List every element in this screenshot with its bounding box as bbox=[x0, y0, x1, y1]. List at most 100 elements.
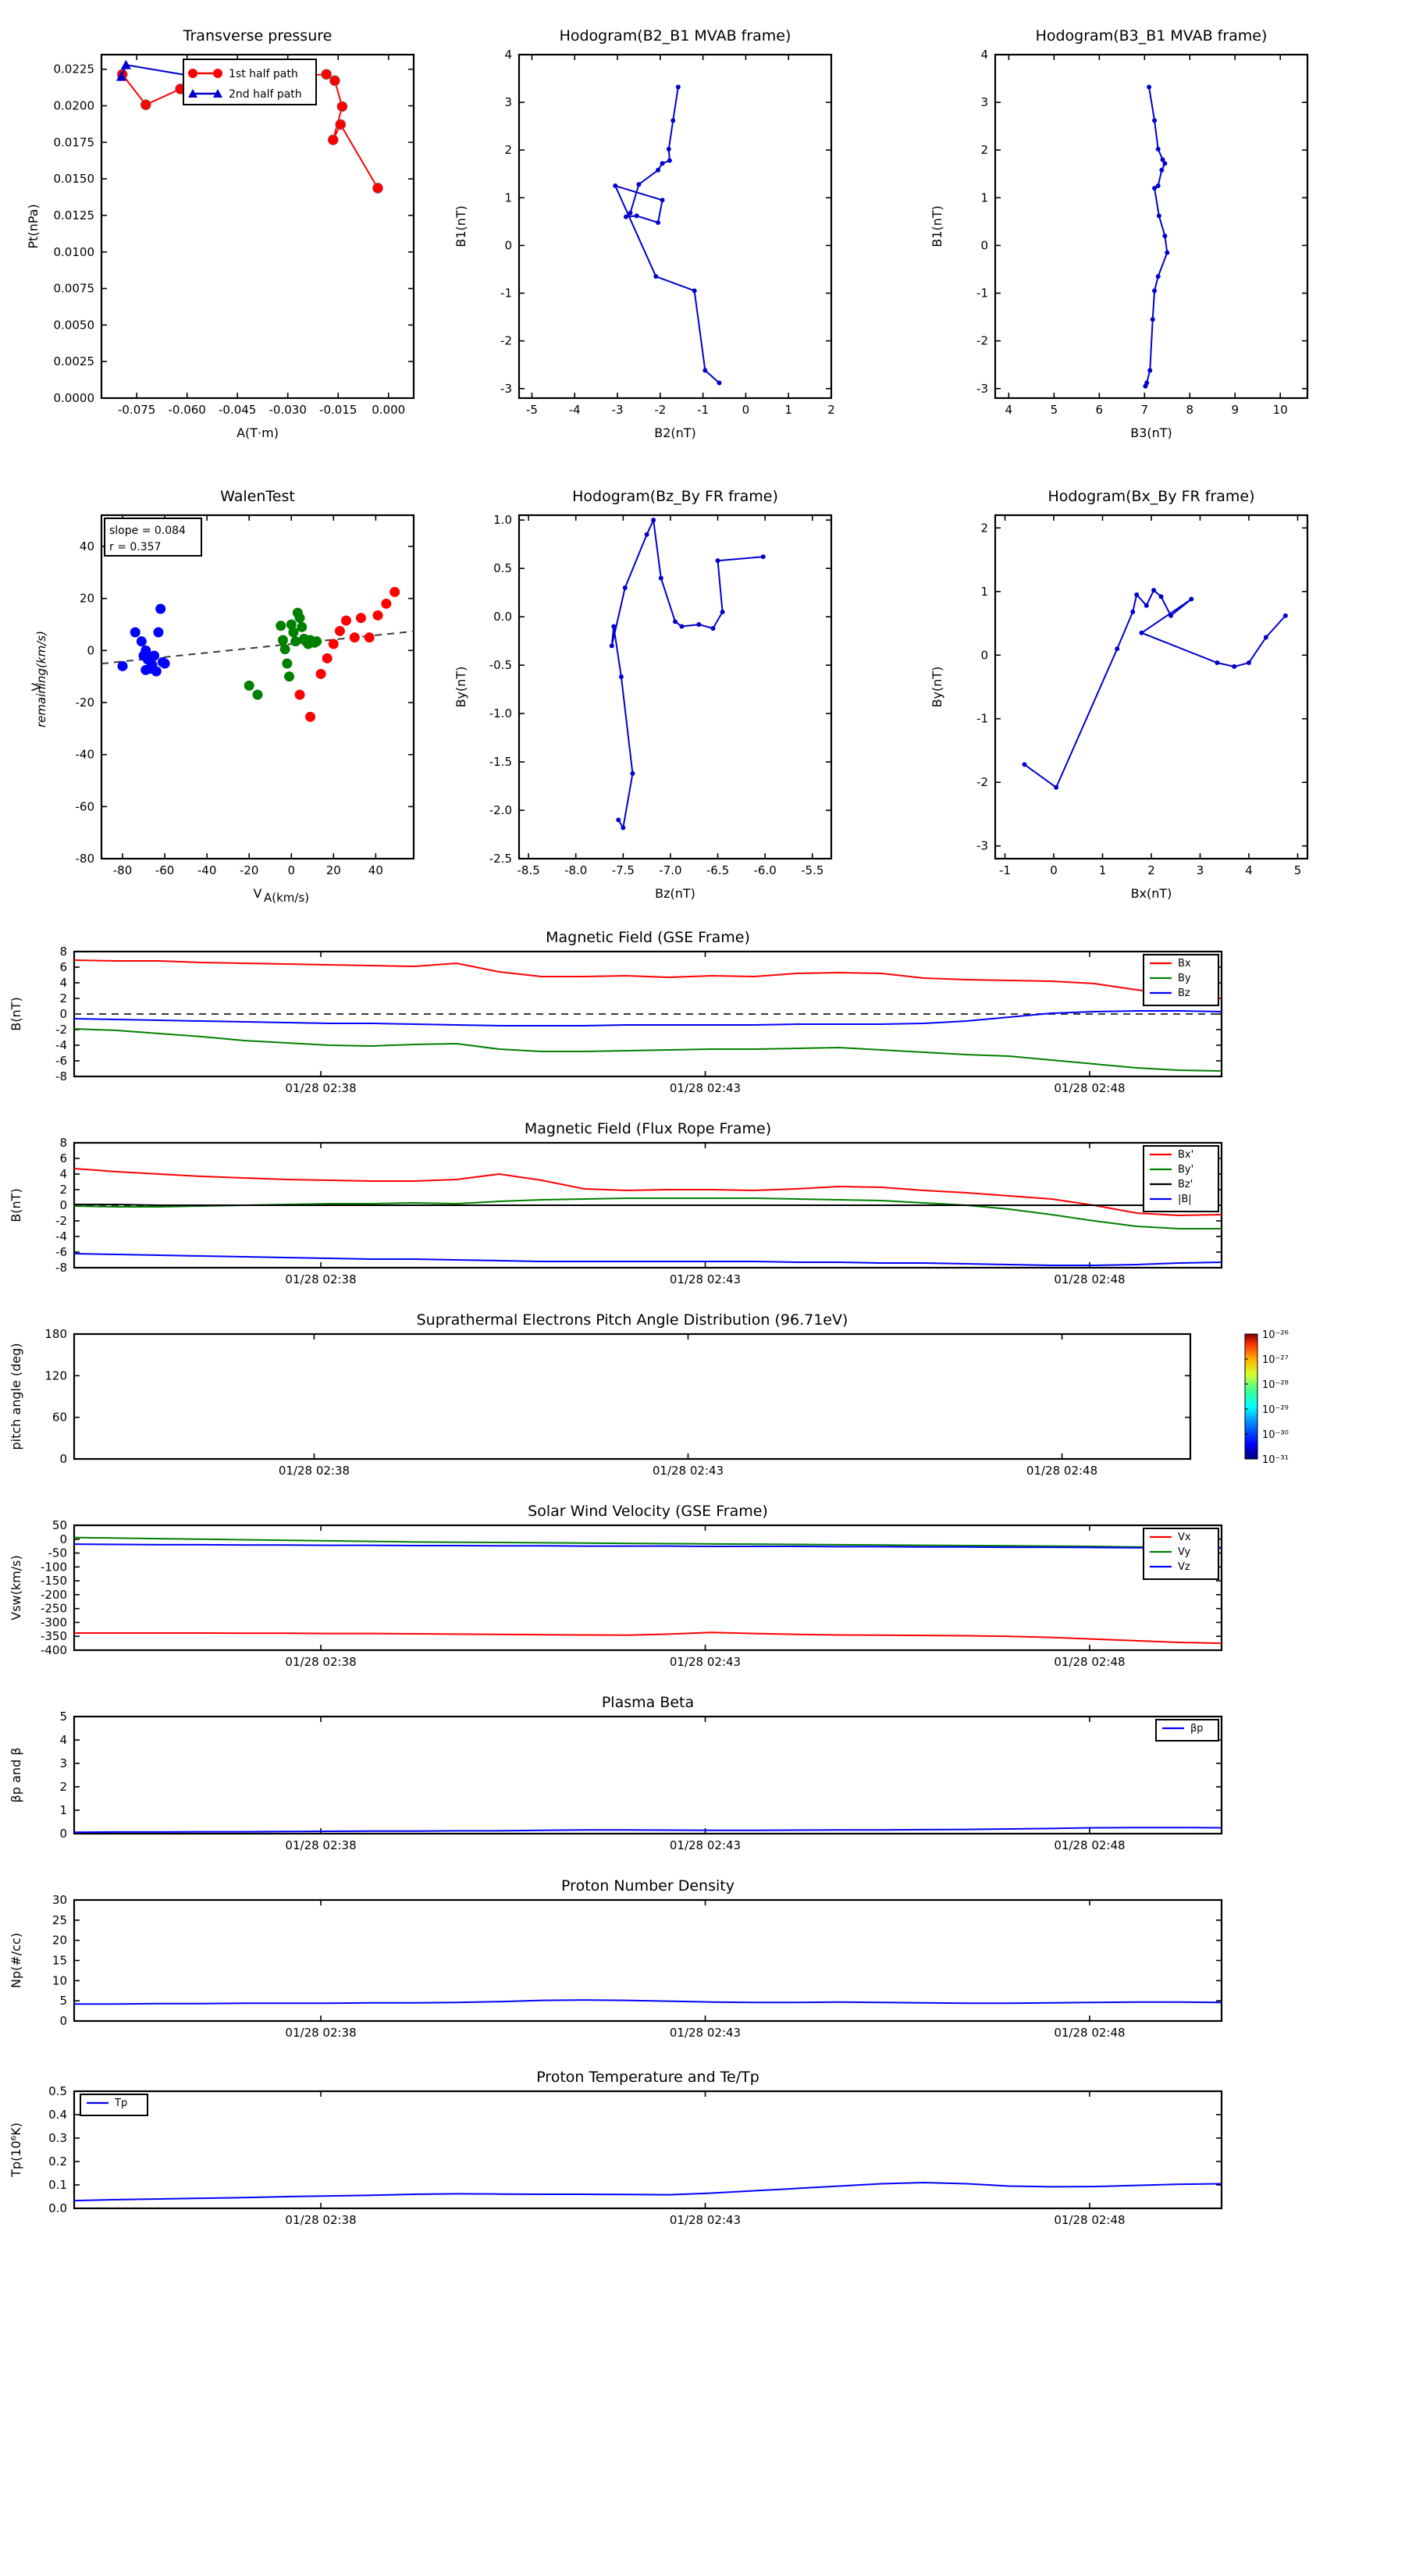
svg-text:6: 6 bbox=[1096, 403, 1104, 417]
data-layer bbox=[74, 1999, 1222, 2005]
data-point bbox=[628, 210, 633, 215]
series-Vz bbox=[73, 1543, 1222, 1550]
data-point bbox=[1165, 250, 1170, 255]
series-Bx bbox=[73, 959, 1222, 999]
svg-text:0: 0 bbox=[59, 2014, 67, 2028]
svg-text:0: 0 bbox=[59, 1198, 67, 1212]
svg-text:-2: -2 bbox=[55, 1214, 67, 1228]
data-layer bbox=[73, 2181, 1222, 2202]
svg-text:2: 2 bbox=[59, 991, 67, 1005]
svg-text:01/28 02:43: 01/28 02:43 bbox=[670, 1838, 741, 1852]
axes-frame: 01/28 02:38 01/28 02:43 01/28 02:48 0.0 0.1 0… bbox=[48, 2084, 1223, 2227]
colorbar-tick-label: 10⁻²⁹ bbox=[1262, 1404, 1289, 1416]
svg-text:0.1: 0.1 bbox=[48, 2178, 67, 2192]
svg-text:-1: -1 bbox=[999, 863, 1011, 877]
data-point bbox=[1158, 594, 1164, 600]
panel-hodogram-b3b1: Hodogram(B3_B1 MVAB frame) 4 5 6 7 8 9 10 -3 -2 -1… bbox=[921, 8, 1343, 445]
svg-text:01/28 02:38: 01/28 02:38 bbox=[285, 1655, 356, 1669]
svg-text:-400: -400 bbox=[41, 1643, 67, 1657]
svg-text:3: 3 bbox=[504, 95, 512, 109]
data-point bbox=[1115, 646, 1120, 652]
data-point-blue bbox=[151, 666, 162, 677]
svg-text:0: 0 bbox=[59, 1827, 67, 1841]
svg-text:4: 4 bbox=[59, 976, 67, 990]
svg-text:-0.5: -0.5 bbox=[489, 658, 512, 672]
data-point-green bbox=[290, 636, 301, 647]
data-point-red bbox=[349, 632, 360, 643]
data-point bbox=[1130, 609, 1136, 614]
data-point bbox=[1139, 630, 1144, 635]
data-point-green bbox=[294, 613, 305, 624]
data-layer bbox=[609, 517, 766, 831]
svg-text:0.0025: 0.0025 bbox=[54, 354, 95, 368]
series-line bbox=[610, 517, 763, 831]
series-Tp bbox=[73, 2181, 1222, 2202]
svg-text:4: 4 bbox=[59, 1733, 67, 1747]
svg-text:8: 8 bbox=[59, 945, 67, 959]
data-point-red bbox=[305, 711, 316, 722]
panel-title: Proton Number Density bbox=[561, 1877, 735, 1895]
panel-title: Magnetic Field (GSE Frame) bbox=[546, 929, 750, 946]
y-axis-label: B(nT) bbox=[9, 997, 23, 1030]
data-point-red bbox=[389, 586, 400, 597]
panel-title: Proton Temperature and Te/Tp bbox=[536, 2069, 759, 2086]
svg-text:20: 20 bbox=[326, 863, 341, 877]
svg-text:-0.015: -0.015 bbox=[319, 403, 357, 417]
panel-hodogram-bxby: Hodogram(Bx_By FR frame) -1 0 1 2 3 4 5 -3 -2 -1 0 1… bbox=[921, 468, 1343, 906]
svg-text:3: 3 bbox=[1197, 863, 1204, 877]
svg-text:4: 4 bbox=[980, 48, 988, 62]
svg-text:40: 40 bbox=[368, 863, 383, 877]
y-axis-label: βp and β bbox=[9, 1748, 23, 1803]
series-βp bbox=[73, 1827, 1222, 1834]
svg-text:0: 0 bbox=[980, 238, 988, 252]
y-axis-label: B1(nT) bbox=[930, 205, 944, 247]
panel-title: Hodogram(B3_B1 MVAB frame) bbox=[1036, 27, 1268, 44]
data-point bbox=[653, 274, 659, 279]
data-point bbox=[630, 770, 635, 776]
svg-text:0.0: 0.0 bbox=[48, 2201, 67, 2215]
data-point-red bbox=[341, 615, 352, 626]
data-point-blue bbox=[140, 645, 151, 656]
svg-text:2: 2 bbox=[980, 143, 988, 157]
panel-hodogram-b3b1-svg: Hodogram(B3_B1 MVAB frame)4 5 6 7 8 9 10-3-2-1… bbox=[930, 27, 1309, 440]
legend: 1st half path 2nd half path bbox=[183, 59, 317, 105]
svg-text:-2: -2 bbox=[976, 775, 988, 789]
data-point bbox=[327, 134, 339, 146]
svg-text:-2.5: -2.5 bbox=[489, 852, 512, 866]
svg-text:-2: -2 bbox=[500, 334, 512, 348]
data-layer bbox=[73, 1536, 1222, 1645]
data-point bbox=[1247, 660, 1251, 666]
svg-text:-0.030: -0.030 bbox=[269, 403, 307, 417]
panel-title: Hodogram(Bx_By FR frame) bbox=[1048, 488, 1254, 505]
series-|B| bbox=[73, 1253, 1222, 1266]
data-point bbox=[321, 69, 333, 80]
svg-text:-40: -40 bbox=[197, 863, 217, 877]
data-point-green bbox=[244, 680, 254, 691]
svg-text:-0.075: -0.075 bbox=[118, 403, 155, 417]
data-point bbox=[336, 101, 348, 112]
legend: Tp bbox=[80, 2094, 148, 2116]
data-point bbox=[621, 825, 626, 831]
svg-text:0.5: 0.5 bbox=[48, 2084, 67, 2098]
axes-frame: 01/28 02:38 01/28 02:43 01/28 02:48 -400-35… bbox=[41, 1518, 1223, 1669]
series-Np bbox=[74, 1999, 1222, 2005]
legend-label: Bz bbox=[1178, 987, 1190, 999]
svg-text:-8.5: -8.5 bbox=[517, 863, 539, 877]
data-point-blue bbox=[149, 650, 160, 661]
data-point-red bbox=[294, 689, 305, 700]
data-point bbox=[717, 380, 722, 386]
data-point bbox=[1054, 785, 1059, 790]
svg-text:8: 8 bbox=[59, 1136, 67, 1150]
data-point bbox=[666, 147, 671, 151]
svg-text:-20: -20 bbox=[240, 863, 259, 877]
svg-text:-1: -1 bbox=[697, 403, 709, 417]
svg-text:30: 30 bbox=[52, 1893, 67, 1907]
panel-title: Hodogram(Bz_By FR frame) bbox=[572, 488, 778, 505]
svg-text:10: 10 bbox=[52, 1973, 67, 1987]
svg-text:9: 9 bbox=[1231, 403, 1239, 417]
data-layer bbox=[1022, 588, 1288, 790]
svg-text:01/28 02:43: 01/28 02:43 bbox=[670, 2213, 741, 2227]
svg-text:-0.060: -0.060 bbox=[168, 403, 205, 417]
axes-frame: 01/28 02:38 01/28 02:43 01/28 02:48 0 1 2 3 4 5 bbox=[59, 1710, 1223, 1852]
